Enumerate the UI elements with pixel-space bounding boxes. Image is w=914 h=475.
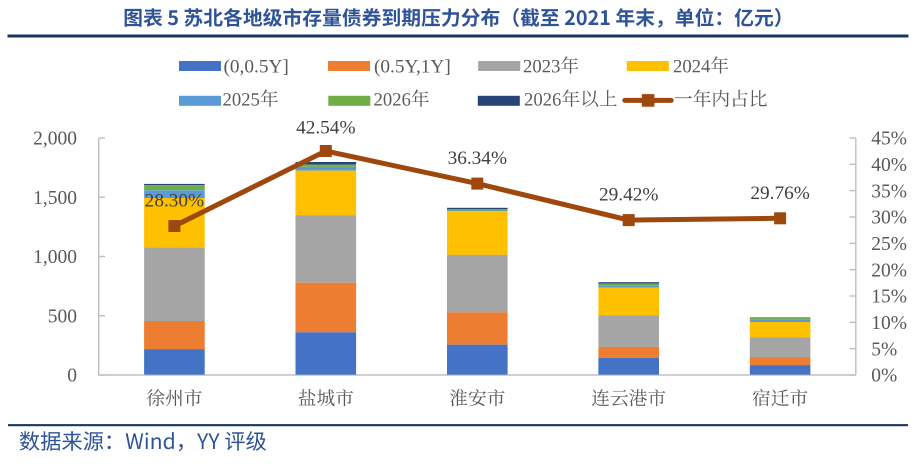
svg-text:5%: 5% [871, 339, 897, 360]
svg-text:2,000: 2,000 [33, 129, 77, 150]
svg-text:45%: 45% [871, 129, 907, 150]
svg-text:(0,0.5Y]: (0,0.5Y] [224, 56, 289, 77]
svg-text:35%: 35% [871, 181, 907, 202]
svg-text:29.76%: 29.76% [750, 183, 809, 204]
svg-text:40%: 40% [871, 155, 907, 176]
svg-text:25%: 25% [871, 234, 907, 255]
svg-text:1,500: 1,500 [33, 188, 77, 209]
svg-text:(0.5Y,1Y]: (0.5Y,1Y] [374, 56, 451, 77]
svg-text:20%: 20% [871, 260, 907, 281]
svg-text:28.30%: 28.30% [145, 191, 204, 212]
svg-text:29.42%: 29.42% [599, 184, 658, 205]
svg-text:0: 0 [67, 366, 77, 387]
svg-text:0%: 0% [871, 366, 897, 387]
svg-text:10%: 10% [871, 313, 907, 334]
svg-text:1,000: 1,000 [33, 247, 77, 268]
svg-text:500: 500 [48, 306, 77, 327]
svg-text:36.34%: 36.34% [448, 148, 507, 169]
svg-text:15%: 15% [871, 287, 907, 308]
svg-text:30%: 30% [871, 208, 907, 229]
svg-text:42.54%: 42.54% [296, 118, 355, 139]
